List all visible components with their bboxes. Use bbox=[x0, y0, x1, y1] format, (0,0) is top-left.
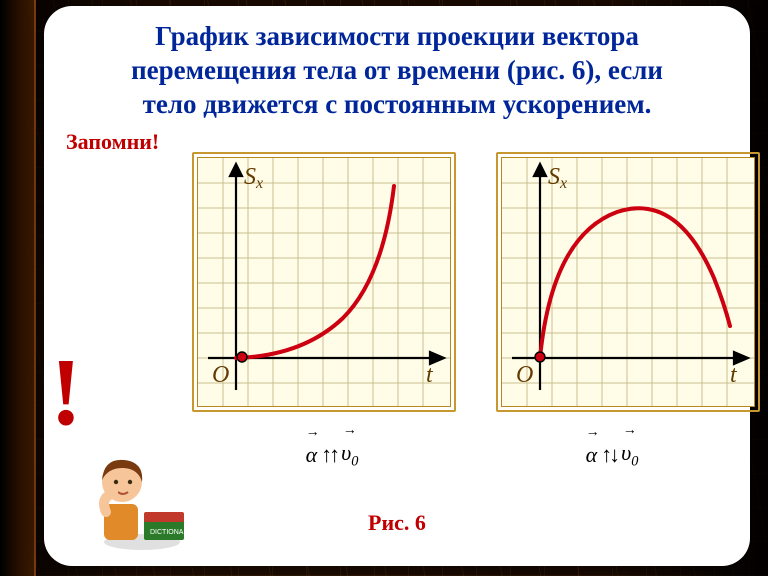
formula-left: →α ↑↑ →υ0 bbox=[306, 440, 359, 470]
axis-origin-label: O bbox=[516, 362, 533, 388]
title-line-2: перемещения тела от времени (рис. 6), ес… bbox=[66, 54, 728, 88]
slide-title: График зависимости проекции вектора пере… bbox=[66, 20, 728, 121]
plots-row: O Sx t bbox=[192, 152, 760, 412]
thinking-kid-icon: DICTIONARY bbox=[82, 442, 192, 552]
plot-left-origin-dot bbox=[237, 352, 247, 362]
formula-right: →α ↑↓ →υ0 bbox=[586, 440, 639, 470]
formula-v-2: υ bbox=[621, 440, 631, 465]
plot-left: O Sx t bbox=[197, 157, 451, 407]
title-line-3: тело движется с постоянным ускорением. bbox=[66, 88, 728, 122]
content-card: График зависимости проекции вектора пере… bbox=[44, 6, 750, 566]
plot-left-svg: O Sx t bbox=[198, 158, 450, 406]
svg-text:DICTIONARY: DICTIONARY bbox=[150, 529, 192, 536]
formulas-row: →α ↑↑ →υ0 →α ↑↓ →υ0 bbox=[192, 440, 752, 470]
formula-alpha-2: α bbox=[586, 442, 598, 467]
plot-right-svg: O Sx t bbox=[502, 158, 754, 406]
arrows-up-up: ↑↑ bbox=[321, 442, 337, 468]
left-strip bbox=[0, 0, 36, 576]
plot-left-frame: O Sx t bbox=[192, 152, 456, 412]
exclamation-mark: ! bbox=[50, 336, 82, 447]
axis-origin-label: O bbox=[212, 362, 229, 388]
plot-right: O Sx t bbox=[501, 157, 755, 407]
plot-right-frame: O Sx t bbox=[496, 152, 760, 412]
formula-v: υ bbox=[341, 440, 351, 465]
plot-right-origin-dot bbox=[535, 352, 545, 362]
formula-alpha: α bbox=[306, 442, 318, 467]
arrows-up-down: ↑↓ bbox=[601, 442, 617, 468]
title-line-1: График зависимости проекции вектора bbox=[66, 20, 728, 54]
